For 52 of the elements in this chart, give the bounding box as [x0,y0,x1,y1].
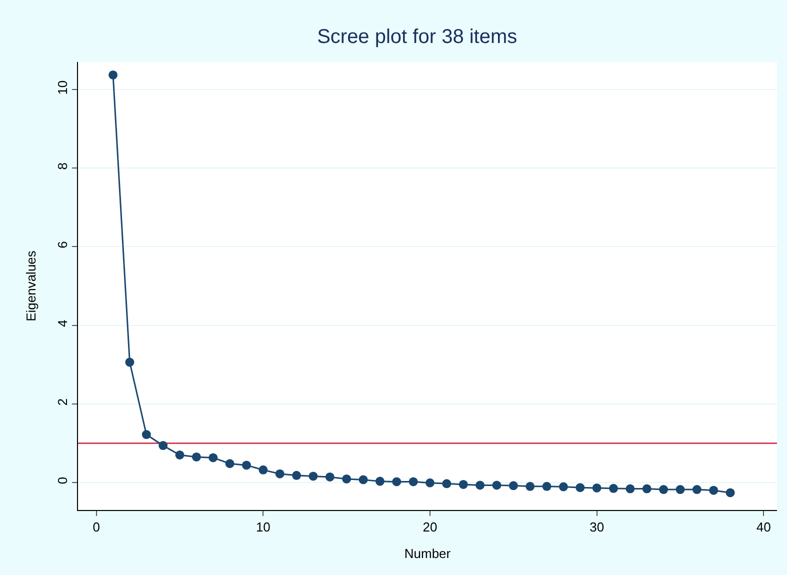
x-tick-label: 30 [590,520,604,535]
point [609,484,618,493]
point [592,483,602,492]
point [626,484,635,494]
y-tick-label: 6 [54,241,70,248]
point [508,481,518,490]
point [476,480,485,490]
point [358,475,368,484]
point [659,485,668,494]
point [308,472,318,481]
point [726,488,735,498]
point [225,459,234,468]
x-tick-label: 0 [92,520,100,535]
chart-title: Scree plot for 38 items [317,26,518,48]
x-tick-label: 40 [756,520,771,535]
x-tick-label: 20 [422,520,438,535]
point [542,482,552,491]
y-tick-label: 10 [54,80,70,95]
point [325,472,334,482]
y-tick-label: 0 [54,476,70,484]
x-tick-label: 10 [256,520,270,535]
point [526,482,535,491]
point [692,485,702,494]
y-tick-label: 4 [54,320,70,327]
point [392,477,402,486]
point [492,480,502,490]
point [375,476,384,486]
point [292,470,302,480]
point [125,358,134,367]
point [408,477,418,486]
point [709,486,718,495]
x-axis-title: Number [404,546,452,562]
point [108,70,118,80]
y-axis-title: Eigenvalues [24,250,39,322]
point [576,483,585,492]
point [208,453,218,462]
point [142,430,151,440]
point [275,469,284,478]
point [175,450,184,460]
point [676,485,685,494]
point [158,441,168,450]
point [242,460,251,470]
point [558,482,568,492]
point [442,479,452,488]
y-tick-label: 2 [54,398,70,406]
y-tick-label: 8 [54,162,70,170]
point [342,474,352,484]
point [642,484,652,494]
point [258,465,268,474]
point [192,452,201,462]
point [458,480,468,489]
point [426,478,434,488]
